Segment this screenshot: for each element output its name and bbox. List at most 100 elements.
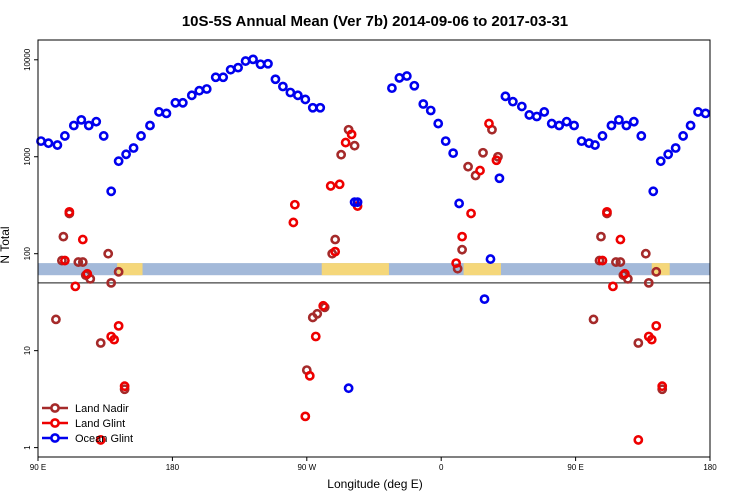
data-point (218, 72, 229, 83)
data-point (128, 143, 139, 153)
series-ocean-glint (36, 54, 711, 394)
data-point (240, 56, 251, 66)
data-point (83, 120, 94, 131)
data-point (288, 217, 299, 228)
data-point (640, 248, 651, 259)
data-point (64, 206, 75, 217)
data-point (678, 131, 689, 141)
data-point (334, 179, 345, 190)
data-point (569, 120, 580, 131)
data-point (170, 97, 181, 108)
data-point (615, 234, 626, 245)
data-point (651, 321, 662, 331)
data-point (103, 248, 114, 259)
data-point (648, 186, 659, 197)
data-point (457, 231, 468, 242)
data-point (643, 277, 654, 288)
data-point (58, 231, 69, 242)
data-point (409, 80, 420, 91)
y-tick-label: 100 (23, 246, 32, 260)
x-tick-label: 90 E (30, 463, 46, 472)
coverage-band-highlight (651, 263, 670, 276)
x-axis-label: Longitude (deg E) (327, 477, 422, 491)
data-point (307, 102, 318, 113)
x-tick-label: 90 W (297, 463, 316, 472)
legend-marker (50, 418, 60, 428)
x-tick-label: 180 (166, 463, 180, 472)
data-point (663, 149, 674, 160)
data-point (597, 255, 608, 266)
data-point (539, 107, 550, 117)
data-point (289, 199, 300, 210)
chart-title: 10S-5S Annual Mean (Ver 7b) 2014-09-06 t… (182, 13, 568, 30)
data-point (596, 231, 606, 242)
data-point (70, 281, 81, 292)
data-point (106, 186, 117, 197)
data-point (186, 90, 197, 101)
data-point (475, 165, 485, 176)
data-point (621, 120, 632, 131)
data-point (561, 116, 572, 127)
data-point (285, 87, 296, 98)
data-point (82, 268, 93, 279)
data-point (91, 116, 102, 127)
data-point (248, 54, 258, 65)
data-point (615, 257, 626, 267)
legend-marker (50, 433, 60, 443)
data-point (597, 131, 608, 141)
data-point (554, 120, 565, 131)
data-point (255, 59, 266, 70)
legend-label: Land Glint (75, 418, 125, 430)
data-point (77, 257, 88, 267)
data-point (270, 74, 281, 85)
data-point (401, 71, 412, 81)
data-point (225, 64, 236, 75)
data-point (136, 131, 146, 141)
data-point (602, 206, 612, 217)
y-tick-label: 1 (23, 445, 32, 450)
data-point (700, 108, 711, 119)
data-point (494, 173, 505, 184)
data-point (670, 143, 681, 153)
data-point (346, 129, 357, 140)
data-point (52, 140, 63, 150)
data-point (43, 138, 54, 149)
data-point (507, 96, 518, 107)
data-point (177, 97, 188, 108)
data-point (463, 161, 473, 172)
y-tick-label: 10 (23, 346, 32, 355)
data-point (263, 58, 273, 69)
data-point (161, 108, 172, 119)
data-point (524, 110, 535, 120)
data-point (608, 281, 618, 292)
data-point (95, 435, 106, 445)
x-tick-label: 180 (703, 463, 717, 472)
data-point (325, 181, 336, 191)
x-tick-label: 90 E (567, 463, 583, 472)
data-point (73, 257, 84, 267)
data-point (657, 381, 668, 392)
coverage-band-highlight (321, 263, 389, 276)
data-point (154, 107, 164, 117)
data-point (233, 62, 244, 73)
data-point (425, 105, 436, 116)
data-point (546, 118, 557, 129)
data-point (448, 148, 459, 159)
data-point (633, 435, 644, 445)
y-axis-label: N Total (0, 226, 12, 263)
band-layer (38, 263, 710, 276)
data-point (113, 156, 124, 167)
data-point (614, 114, 624, 125)
series-land-nadir (51, 124, 668, 395)
data-point (210, 72, 221, 83)
data-point (51, 314, 61, 325)
data-point (451, 258, 462, 268)
data-point (440, 136, 451, 146)
y-axis: 1 10 100 1000 10000 (23, 48, 38, 450)
data-point (68, 120, 79, 131)
data-point (387, 83, 397, 94)
data-point (194, 85, 205, 96)
data-point (478, 147, 488, 158)
data-point (300, 411, 311, 422)
